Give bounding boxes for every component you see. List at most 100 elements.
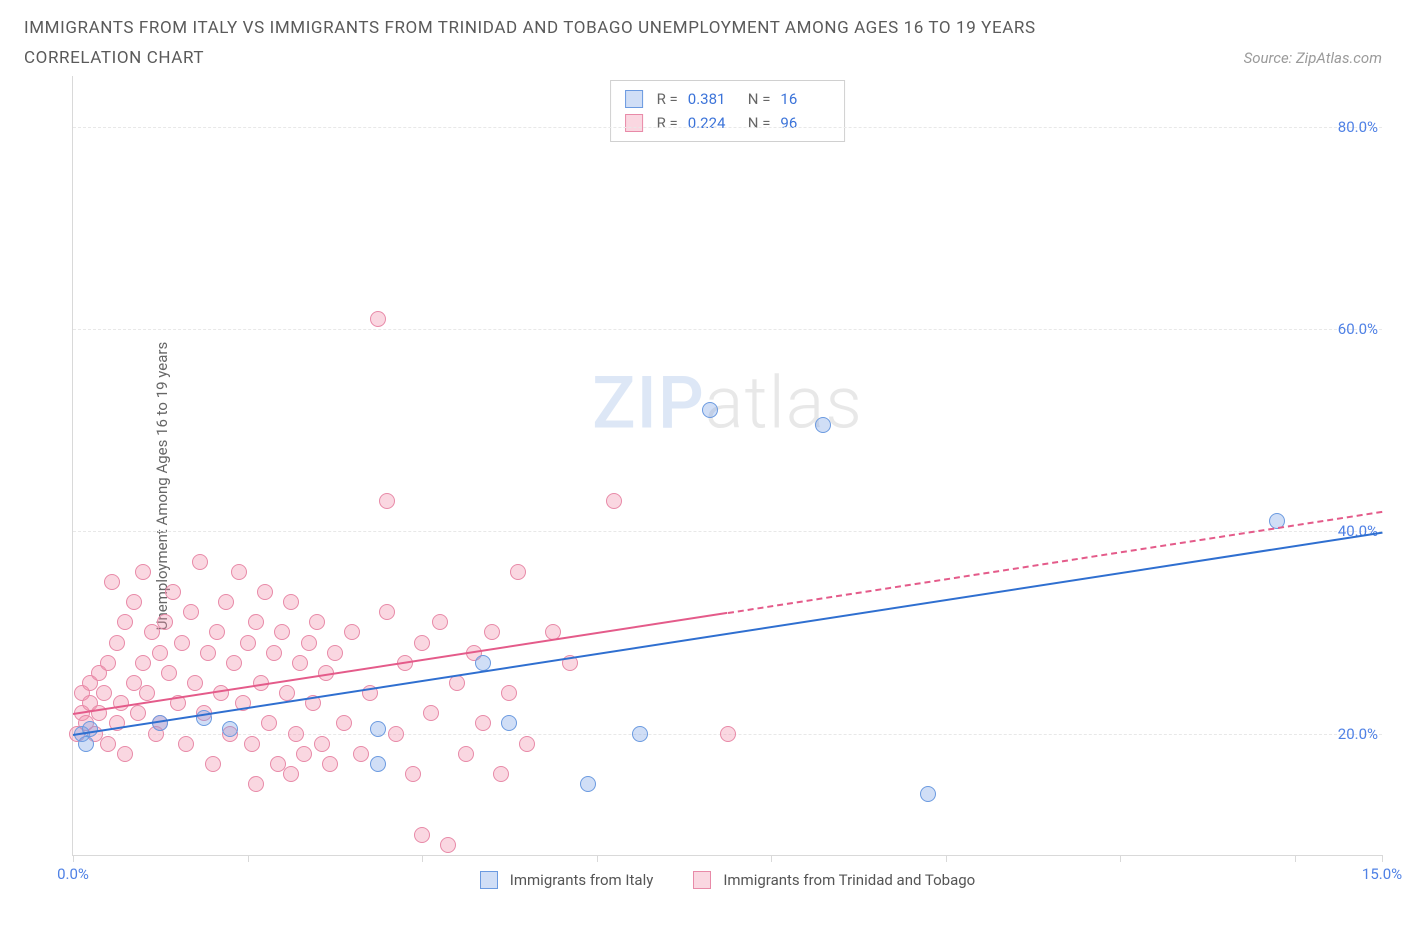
n-label-a: N =: [748, 87, 771, 111]
scatter-point-series-b: [519, 736, 535, 752]
scatter-point-series-b: [720, 726, 736, 742]
scatter-point-series-b: [432, 614, 448, 630]
scatter-point-series-b: [379, 493, 395, 509]
scatter-point-series-b: [314, 736, 330, 752]
swatch-series-a: [625, 90, 643, 108]
scatter-point-series-b: [109, 635, 125, 651]
legend: Immigrants from Italy Immigrants from Tr…: [73, 871, 1382, 889]
scatter-point-series-b: [309, 614, 325, 630]
scatter-point-series-b: [379, 604, 395, 620]
scatter-point-series-a: [702, 402, 718, 418]
scatter-point-series-a: [370, 721, 386, 737]
x-tick: [422, 855, 423, 862]
scatter-point-series-b: [266, 645, 282, 661]
scatter-point-series-b: [152, 645, 168, 661]
x-tick: [1382, 855, 1383, 862]
scatter-point-series-a: [78, 736, 94, 752]
scatter-point-series-b: [283, 766, 299, 782]
legend-label-a: Immigrants from Italy: [510, 871, 654, 889]
scatter-point-series-b: [100, 655, 116, 671]
scatter-point-series-b: [274, 624, 290, 640]
x-tick-label: 0.0%: [57, 865, 89, 883]
scatter-point-series-a: [501, 715, 517, 731]
scatter-point-series-b: [458, 746, 474, 762]
n-label-b: N =: [748, 111, 771, 135]
scatter-point-series-b: [501, 685, 517, 701]
scatter-point-series-b: [423, 705, 439, 721]
x-tick: [597, 855, 598, 862]
legend-swatch-a: [480, 871, 498, 889]
scatter-point-series-b: [231, 564, 247, 580]
scatter-point-series-b: [174, 635, 190, 651]
x-tick: [248, 855, 249, 862]
x-tick: [771, 855, 772, 862]
scatter-point-series-b: [187, 675, 203, 691]
r-label-a: R =: [657, 87, 678, 111]
scatter-point-series-b: [130, 705, 146, 721]
scatter-point-series-b: [484, 624, 500, 640]
legend-item-a: Immigrants from Italy: [480, 871, 654, 889]
scatter-point-series-b: [292, 655, 308, 671]
scatter-point-series-b: [510, 564, 526, 580]
scatter-point-series-b: [100, 736, 116, 752]
stats-row-series-a: R = 0.381 N = 16: [625, 87, 831, 111]
scatter-point-series-b: [414, 827, 430, 843]
scatter-point-series-a: [632, 726, 648, 742]
scatter-point-series-b: [157, 614, 173, 630]
plot-area: ZIPatlas R = 0.381 N = 16 R = 0.224 N = …: [72, 76, 1382, 856]
scatter-point-series-b: [135, 564, 151, 580]
scatter-point-series-b: [248, 614, 264, 630]
chart-container: Unemployment Among Ages 16 to 19 years Z…: [24, 76, 1382, 896]
scatter-point-series-a: [580, 776, 596, 792]
scatter-point-series-a: [920, 786, 936, 802]
scatter-point-series-a: [222, 721, 238, 737]
scatter-point-series-b: [178, 736, 194, 752]
scatter-point-series-b: [261, 715, 277, 731]
scatter-point-series-b: [344, 624, 360, 640]
scatter-point-series-b: [135, 655, 151, 671]
scatter-point-series-b: [244, 736, 260, 752]
scatter-point-series-b: [257, 584, 273, 600]
swatch-series-b: [625, 114, 643, 132]
scatter-point-series-b: [240, 635, 256, 651]
chart-subtitle: CORRELATION CHART: [24, 48, 204, 68]
scatter-point-series-b: [205, 756, 221, 772]
scatter-point-series-b: [283, 594, 299, 610]
scatter-point-series-b: [327, 645, 343, 661]
scatter-point-series-b: [200, 645, 216, 661]
scatter-point-series-b: [226, 655, 242, 671]
x-tick: [1120, 855, 1121, 862]
gridline: [73, 329, 1382, 330]
y-tick-label: 80.0%: [1338, 118, 1378, 136]
scatter-point-series-b: [139, 685, 155, 701]
chart-title: IMMIGRANTS FROM ITALY VS IMMIGRANTS FROM…: [24, 18, 1382, 38]
scatter-point-series-b: [165, 584, 181, 600]
scatter-point-series-b: [117, 614, 133, 630]
scatter-point-series-a: [370, 756, 386, 772]
scatter-point-series-b: [209, 624, 225, 640]
scatter-point-series-b: [440, 837, 456, 853]
scatter-point-series-b: [213, 685, 229, 701]
trend-line: [73, 531, 1382, 735]
scatter-point-series-b: [405, 766, 421, 782]
y-tick-label: 60.0%: [1338, 320, 1378, 338]
scatter-point-series-b: [248, 776, 264, 792]
scatter-point-series-b: [336, 715, 352, 731]
scatter-point-series-b: [192, 554, 208, 570]
scatter-point-series-b: [606, 493, 622, 509]
r-value-a: 0.381: [688, 87, 738, 111]
scatter-point-series-b: [288, 726, 304, 742]
x-tick: [946, 855, 947, 862]
scatter-point-series-a: [815, 417, 831, 433]
legend-item-b: Immigrants from Trinidad and Tobago: [693, 871, 975, 889]
watermark-part1: ZIP: [592, 361, 705, 446]
scatter-point-series-b: [301, 635, 317, 651]
stats-row-series-b: R = 0.224 N = 96: [625, 111, 831, 135]
trend-line: [727, 511, 1382, 614]
subtitle-row: CORRELATION CHART Source: ZipAtlas.com: [24, 48, 1382, 68]
scatter-point-series-b: [296, 746, 312, 762]
n-value-a: 16: [780, 87, 830, 111]
scatter-point-series-b: [475, 715, 491, 731]
scatter-point-series-b: [218, 594, 234, 610]
scatter-point-series-b: [322, 756, 338, 772]
